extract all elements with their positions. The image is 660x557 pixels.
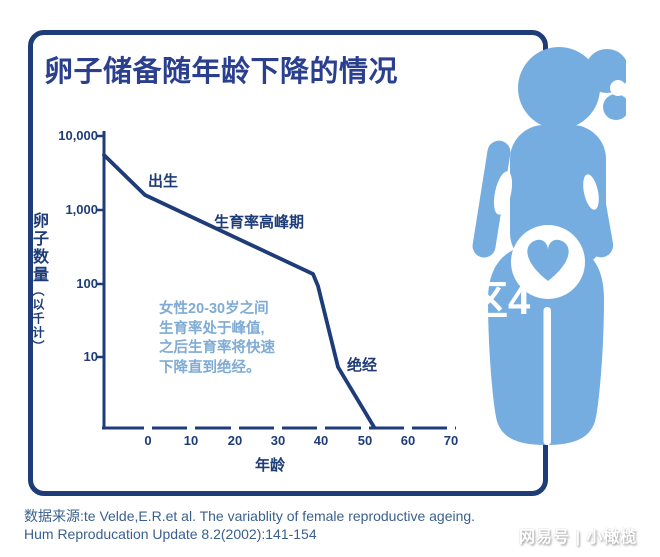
fertility-note: 女性20-30岁之间 生育率处于峰值, 之后生育率将快速 下降直到绝经。 <box>159 300 349 378</box>
y-axis-title-main: 卵子数量 <box>30 212 47 284</box>
annotation-peak-fertility: 生育率高峰期 <box>214 214 305 231</box>
fertility-note-line2: 生育率处于峰值, <box>159 320 265 337</box>
data-source: 数据来源:te Velde,E.R.et al. The variablity … <box>24 507 524 543</box>
y-axis <box>96 131 106 429</box>
x-axis-title: 年龄 <box>254 457 285 474</box>
x-axis <box>102 425 456 431</box>
y-tick-10000: 10,000 <box>58 128 98 143</box>
hair-notch <box>610 80 626 96</box>
x-tick-40: 40 <box>313 433 329 448</box>
overlay-watermark: 区4 <box>468 279 531 323</box>
annotation-birth: 出生 <box>148 173 179 190</box>
arm-gap-right <box>583 174 599 210</box>
hair-curl <box>603 94 626 120</box>
y-axis-title-unit: （以千计） <box>31 284 45 354</box>
x-tick-30: 30 <box>270 433 286 448</box>
arm-gap-left <box>493 171 513 215</box>
data-source-line1: 数据来源:te Velde,E.R.et al. The variablity … <box>24 508 476 524</box>
y-tick-10: 10 <box>83 349 98 364</box>
egg-count-curve <box>102 153 376 429</box>
publisher-watermark: 网易号 | 小橄榄 <box>519 529 638 546</box>
data-source-line2: Hum Reproducation Update 8.2(2002):141-1… <box>24 526 317 542</box>
x-tick-70: 70 <box>443 433 459 448</box>
y-axis-title: 卵子数量（以千计） <box>30 212 47 354</box>
fertility-note-line1: 女性20-30岁之间 <box>159 301 269 317</box>
y-tick-100: 100 <box>76 276 98 291</box>
annotation-menopause: 绝经 <box>347 357 378 374</box>
x-tick-50: 50 <box>357 433 373 448</box>
fertility-note-line4: 下降直到绝经。 <box>159 359 261 376</box>
leg-slit <box>543 307 551 445</box>
x-tick-0: 0 <box>144 433 152 448</box>
head <box>518 47 600 129</box>
left-arm <box>472 140 511 258</box>
pregnant-woman-illustration <box>472 47 626 445</box>
y-tick-1000: 1,000 <box>65 202 98 217</box>
x-tick-60: 60 <box>400 433 416 448</box>
heart-icon <box>527 239 569 281</box>
fertility-note-line3: 之后生育率将快速 <box>159 340 275 356</box>
page-title: 卵子储备随年龄下降的情况 <box>44 56 399 88</box>
x-tick-20: 20 <box>227 433 243 448</box>
x-tick-10: 10 <box>183 433 199 448</box>
